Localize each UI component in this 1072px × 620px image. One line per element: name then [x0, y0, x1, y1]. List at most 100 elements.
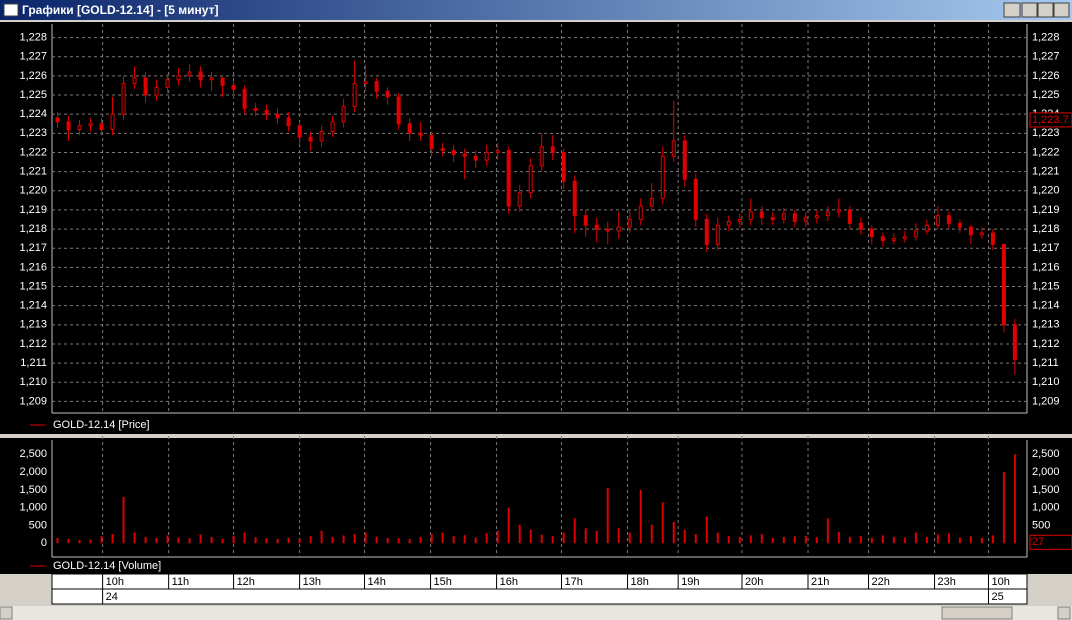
volume-bar — [804, 535, 807, 544]
y-tick-label: 0 — [41, 537, 47, 549]
candle-body — [418, 132, 423, 136]
y-tick-label: 1,220 — [19, 185, 47, 197]
y-tick-label: 1,228 — [1032, 31, 1060, 43]
volume-bar — [133, 532, 136, 544]
y-tick-label: 1,210 — [1032, 376, 1060, 388]
x-tick-label: 22h — [872, 576, 890, 588]
candle-body — [550, 146, 555, 153]
scrollbar[interactable] — [0, 606, 1072, 620]
candle-body — [803, 217, 808, 222]
candle-body — [990, 232, 995, 245]
volume-bar — [474, 537, 477, 544]
volume-bar — [375, 536, 378, 544]
candle-body — [528, 165, 533, 194]
volume-bar — [100, 536, 103, 544]
volume-bar — [617, 528, 620, 544]
volume-bar — [936, 534, 939, 544]
volume-bar — [562, 532, 565, 544]
x-tick-label: 23h — [938, 576, 956, 588]
candle-body — [88, 123, 93, 127]
scroll-right[interactable] — [1057, 606, 1071, 620]
y-tick-label: 1,218 — [1032, 223, 1060, 235]
candle-body — [759, 211, 764, 219]
maximize-button[interactable] — [1037, 2, 1054, 18]
scroll-thumb[interactable] — [941, 606, 1013, 620]
date-tick-label: 24 — [106, 591, 118, 603]
x-tick-label: 18h — [631, 576, 649, 588]
legend-label: GOLD-12.14 [Volume] — [53, 560, 161, 572]
candle-body — [286, 117, 291, 127]
y-tick-label: 1,217 — [19, 242, 47, 254]
candle-body — [209, 77, 214, 81]
scroll-left[interactable] — [0, 606, 13, 620]
price-panel — [0, 22, 1072, 434]
candle-body — [781, 213, 786, 221]
candle-body — [275, 113, 280, 119]
volume-bar — [122, 496, 125, 544]
candle-body — [847, 209, 852, 224]
candle-body — [407, 123, 412, 134]
close-button[interactable] — [1053, 2, 1070, 18]
candle-body — [220, 77, 225, 86]
candle-body — [231, 84, 236, 90]
volume-bar — [1013, 454, 1016, 544]
volume-bar — [639, 489, 642, 544]
x-tick-label: 19h — [681, 576, 699, 588]
y-tick-label: 1,226 — [1032, 70, 1060, 82]
candle-body — [99, 123, 104, 130]
y-tick-label: 1,210 — [19, 376, 47, 388]
candle-body — [616, 226, 621, 232]
x-tick-label: 13h — [303, 576, 321, 588]
candle-body — [429, 134, 434, 150]
minimize-button[interactable] — [1021, 2, 1038, 18]
y-tick-label: 1,221 — [19, 166, 47, 178]
candle-body — [737, 219, 742, 222]
candle-body — [627, 219, 632, 228]
volume-bar — [1002, 472, 1005, 544]
volume-bar — [606, 488, 609, 544]
candle-body — [385, 90, 390, 98]
candle-body — [561, 151, 566, 182]
volume-bar — [837, 531, 840, 544]
volume-bar — [342, 535, 345, 544]
volume-bar — [507, 507, 510, 544]
candle-body — [572, 180, 577, 217]
volume-bar — [749, 535, 752, 544]
volume-bar — [573, 518, 576, 544]
volume-bar — [155, 537, 158, 544]
volume-bar — [628, 532, 631, 544]
volume-bar — [232, 535, 235, 544]
candle-body — [649, 197, 654, 207]
y-tick-label: 1,209 — [1032, 395, 1060, 407]
y-tick-label: 1,500 — [19, 484, 47, 496]
candle-body — [462, 153, 467, 157]
candle-body — [506, 150, 511, 207]
current-value-box — [1029, 534, 1072, 550]
candle-body — [330, 121, 335, 132]
volume-bar — [89, 539, 92, 544]
y-tick-label: 1,209 — [19, 395, 47, 407]
candle-body — [693, 178, 698, 221]
volume-bar — [716, 532, 719, 544]
candle-body — [473, 155, 478, 161]
candle-body — [121, 83, 126, 115]
y-tick-label: 1,225 — [1032, 89, 1060, 101]
y-tick-label: 1,214 — [1032, 300, 1060, 312]
volume-bar — [848, 536, 851, 544]
candle-body — [1012, 324, 1017, 360]
volume-bar — [903, 537, 906, 544]
volume-bar — [650, 524, 653, 544]
volume-bar — [210, 536, 213, 544]
volume-bar — [518, 524, 521, 544]
y-tick-label: 1,214 — [19, 300, 47, 312]
x-tick-label: 14h — [368, 576, 386, 588]
y-tick-label: 1,222 — [19, 146, 47, 158]
volume-bar — [56, 537, 59, 544]
volume-bar — [265, 538, 268, 544]
x-tick-label: 20h — [745, 576, 763, 588]
volume-bar — [826, 518, 829, 544]
volume-bar — [958, 537, 961, 544]
volume-bar — [188, 538, 191, 544]
pin-button[interactable] — [1003, 2, 1021, 18]
candle-body — [638, 205, 643, 221]
